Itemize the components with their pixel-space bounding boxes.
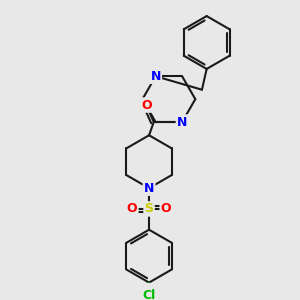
- Text: O: O: [161, 202, 171, 215]
- Text: O: O: [141, 99, 152, 112]
- Text: N: N: [177, 116, 187, 129]
- Text: Cl: Cl: [142, 289, 156, 300]
- Text: O: O: [127, 202, 137, 215]
- Text: N: N: [151, 70, 161, 83]
- Text: S: S: [145, 202, 154, 215]
- Text: N: N: [144, 182, 154, 195]
